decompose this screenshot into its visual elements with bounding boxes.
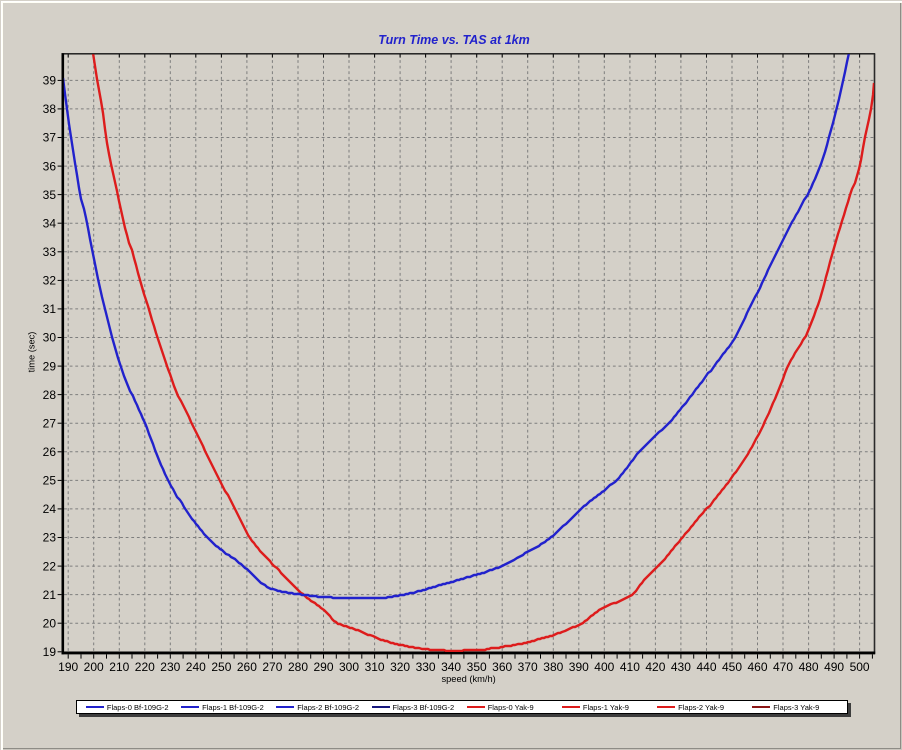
svg-text:time (sec): time (sec) bbox=[27, 332, 37, 373]
svg-text:320: 320 bbox=[390, 660, 410, 674]
svg-text:490: 490 bbox=[824, 660, 844, 674]
svg-text:260: 260 bbox=[237, 660, 257, 674]
svg-text:480: 480 bbox=[799, 660, 819, 674]
svg-text:210: 210 bbox=[109, 660, 129, 674]
svg-text:330: 330 bbox=[416, 660, 436, 674]
svg-text:380: 380 bbox=[543, 660, 563, 674]
svg-text:350: 350 bbox=[467, 660, 487, 674]
svg-text:30: 30 bbox=[43, 331, 57, 345]
svg-text:220: 220 bbox=[135, 660, 155, 674]
svg-text:23: 23 bbox=[43, 531, 57, 545]
svg-text:36: 36 bbox=[43, 159, 57, 173]
svg-text:33: 33 bbox=[43, 245, 57, 259]
svg-text:390: 390 bbox=[569, 660, 589, 674]
svg-text:420: 420 bbox=[645, 660, 665, 674]
svg-text:29: 29 bbox=[43, 359, 57, 373]
svg-text:450: 450 bbox=[722, 660, 742, 674]
svg-text:31: 31 bbox=[43, 302, 57, 316]
svg-text:32: 32 bbox=[43, 274, 57, 288]
svg-text:35: 35 bbox=[43, 188, 57, 202]
svg-text:24: 24 bbox=[43, 502, 57, 516]
svg-text:28: 28 bbox=[43, 388, 57, 402]
svg-text:25: 25 bbox=[43, 474, 57, 488]
svg-text:21: 21 bbox=[43, 588, 57, 602]
svg-text:370: 370 bbox=[518, 660, 538, 674]
svg-text:22: 22 bbox=[43, 559, 57, 573]
svg-text:410: 410 bbox=[620, 660, 640, 674]
svg-text:290: 290 bbox=[313, 660, 333, 674]
svg-text:310: 310 bbox=[365, 660, 385, 674]
svg-text:speed (km/h): speed (km/h) bbox=[441, 674, 495, 684]
svg-text:340: 340 bbox=[441, 660, 461, 674]
svg-text:460: 460 bbox=[747, 660, 767, 674]
svg-text:300: 300 bbox=[339, 660, 359, 674]
svg-text:270: 270 bbox=[262, 660, 282, 674]
svg-text:26: 26 bbox=[43, 445, 57, 459]
svg-text:240: 240 bbox=[186, 660, 206, 674]
svg-text:19: 19 bbox=[43, 645, 57, 659]
svg-text:500: 500 bbox=[850, 660, 870, 674]
svg-text:34: 34 bbox=[43, 216, 57, 230]
svg-text:250: 250 bbox=[211, 660, 231, 674]
svg-text:360: 360 bbox=[492, 660, 512, 674]
svg-text:27: 27 bbox=[43, 416, 57, 430]
svg-text:38: 38 bbox=[43, 102, 57, 116]
svg-text:20: 20 bbox=[43, 616, 57, 630]
svg-text:39: 39 bbox=[43, 74, 57, 88]
svg-text:200: 200 bbox=[84, 660, 104, 674]
svg-text:430: 430 bbox=[671, 660, 691, 674]
svg-text:230: 230 bbox=[160, 660, 180, 674]
svg-text:470: 470 bbox=[773, 660, 793, 674]
svg-text:400: 400 bbox=[594, 660, 614, 674]
svg-text:190: 190 bbox=[58, 660, 78, 674]
svg-text:280: 280 bbox=[288, 660, 308, 674]
svg-text:37: 37 bbox=[43, 131, 57, 145]
svg-text:440: 440 bbox=[696, 660, 716, 674]
